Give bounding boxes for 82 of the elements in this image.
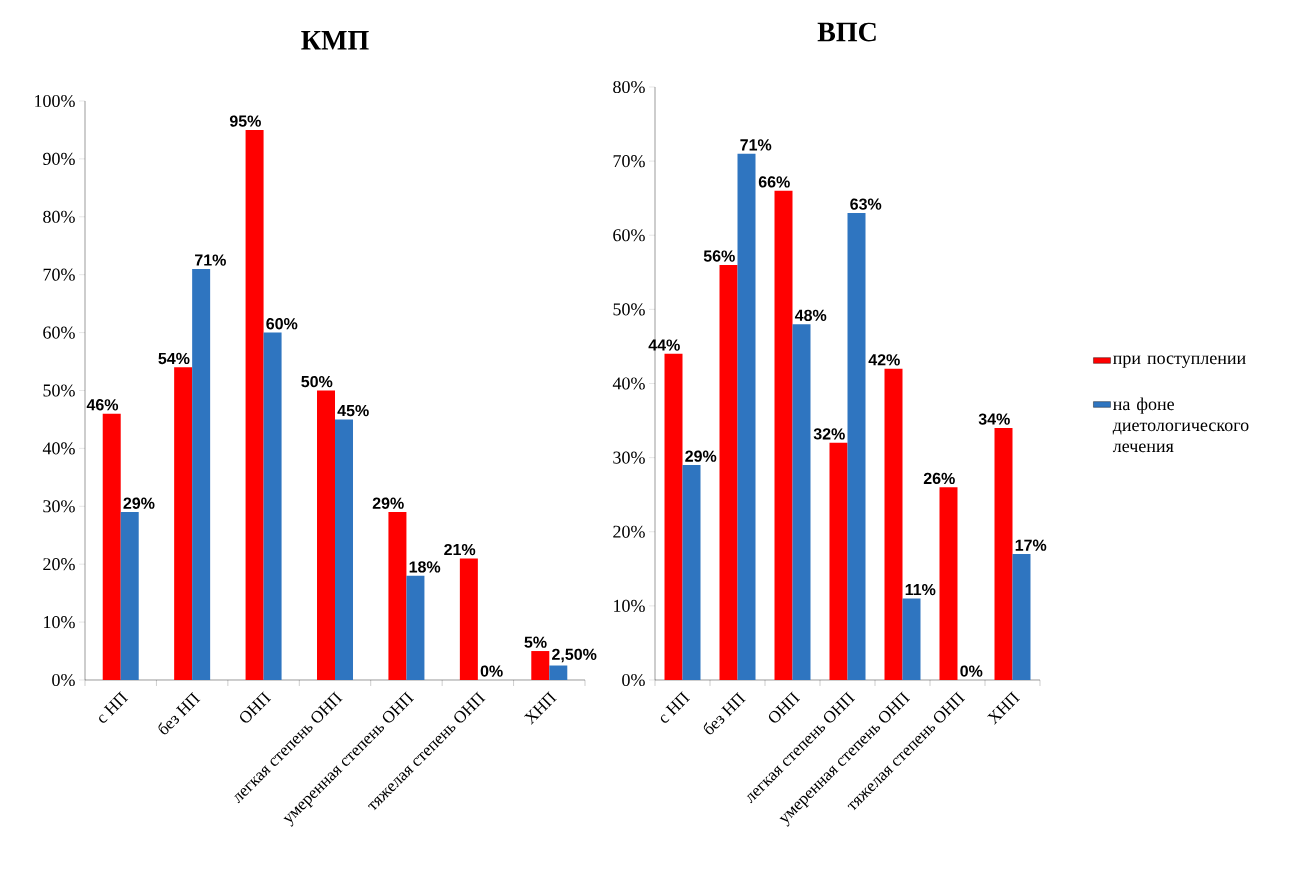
bar xyxy=(774,190,793,680)
data-label: 5% xyxy=(524,636,547,648)
y-tick-label: 100% xyxy=(35,94,75,108)
bar xyxy=(884,368,903,680)
y-tick-label: 30% xyxy=(613,451,645,464)
data-label: 29% xyxy=(372,497,404,509)
y-tick-label: 50% xyxy=(613,303,645,316)
x-tick-label: без НП xyxy=(158,692,201,735)
bar xyxy=(549,665,568,680)
bar xyxy=(120,512,139,680)
data-label: 66% xyxy=(758,176,790,188)
data-label: 34% xyxy=(978,413,1010,425)
data-label: 29% xyxy=(123,497,155,509)
x-tick-label: с НП xyxy=(660,691,691,723)
data-label: 45% xyxy=(337,404,369,417)
y-tick-label: 20% xyxy=(43,558,75,571)
y-tick-label: 30% xyxy=(43,500,75,513)
bar xyxy=(245,129,264,680)
data-label: 0% xyxy=(960,665,983,677)
bar xyxy=(719,264,738,680)
data-label: 71% xyxy=(740,139,772,151)
data-label: 56% xyxy=(703,250,735,262)
x-tick-label: с НП xyxy=(99,691,129,723)
data-label: 60% xyxy=(266,318,298,330)
bar xyxy=(174,367,193,680)
y-tick-label: 50% xyxy=(43,384,75,397)
y-tick-label: 80% xyxy=(43,210,75,223)
y-tick-label: 40% xyxy=(612,377,645,390)
data-label: 26% xyxy=(923,472,955,485)
bar xyxy=(317,390,336,680)
data-label: 54% xyxy=(158,352,190,365)
data-label: 2,50% xyxy=(552,648,597,663)
data-label: 48% xyxy=(794,309,827,321)
bar xyxy=(939,487,958,680)
bar xyxy=(994,427,1013,680)
y-tick-label: 20% xyxy=(613,525,645,538)
y-tick-label: 90% xyxy=(43,152,75,165)
data-label: 46% xyxy=(86,399,119,411)
bar xyxy=(792,324,811,680)
bar xyxy=(102,413,121,680)
bar xyxy=(388,512,407,680)
bar xyxy=(664,353,683,680)
legend-label: при поступлении xyxy=(1113,355,1246,368)
bar xyxy=(406,575,425,680)
y-tick-label: 0% xyxy=(52,673,75,687)
data-label: 42% xyxy=(868,354,900,366)
y-tick-label: 70% xyxy=(43,268,75,281)
x-tick-label: без НП xyxy=(703,692,746,735)
y-tick-label: 70% xyxy=(613,155,645,168)
data-label: 50% xyxy=(301,375,333,388)
data-label: 21% xyxy=(444,543,476,556)
bar xyxy=(335,419,354,680)
data-label: 11% xyxy=(905,583,936,596)
bar xyxy=(902,598,921,680)
data-label: 17% xyxy=(1015,539,1047,551)
data-label: 71% xyxy=(195,254,226,266)
y-tick-label: 60% xyxy=(43,326,75,339)
legend-label: на фоне диетологического лечения xyxy=(1112,397,1249,453)
y-tick-label: 0% xyxy=(622,673,645,687)
data-label: 29% xyxy=(685,450,717,462)
bar xyxy=(847,213,866,680)
y-tick-label: 10% xyxy=(44,615,75,629)
y-tick-label: 40% xyxy=(42,442,75,455)
data-label: 44% xyxy=(648,339,680,351)
bar xyxy=(737,153,756,680)
y-tick-label: 60% xyxy=(613,229,645,242)
chart-title: КМП xyxy=(301,31,369,50)
data-label: 0% xyxy=(480,665,503,677)
data-label: 32% xyxy=(813,428,845,440)
bar xyxy=(263,332,282,680)
data-label: 63% xyxy=(850,198,882,210)
y-tick-label: 10% xyxy=(614,599,645,612)
bar xyxy=(459,558,478,680)
data-label: 18% xyxy=(409,561,441,573)
bar xyxy=(829,442,848,680)
bar xyxy=(531,651,550,680)
data-label: 95% xyxy=(229,115,261,127)
bar xyxy=(192,268,211,680)
bar xyxy=(1012,553,1031,680)
chart-title: ВПС xyxy=(817,22,876,42)
bar xyxy=(682,465,701,680)
y-tick-label: 80% xyxy=(613,80,645,94)
